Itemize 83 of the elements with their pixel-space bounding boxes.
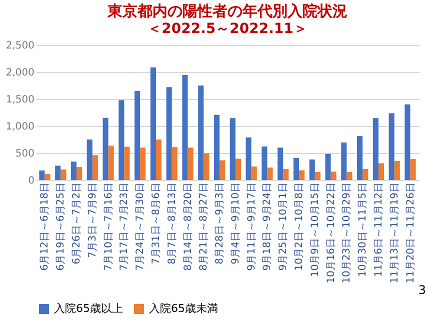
- bar: [188, 148, 194, 180]
- y-tick-label: 0: [28, 176, 34, 186]
- bar: [325, 154, 331, 180]
- x-tick-label: 7月3日～7月9日: [87, 182, 98, 258]
- x-tick-label: 8月14日～8月20日: [182, 182, 194, 271]
- y-tick-label: 1,000: [6, 122, 34, 132]
- bar: [404, 104, 410, 180]
- bar: [230, 118, 236, 180]
- bar: [220, 160, 226, 180]
- bar: [70, 162, 77, 180]
- x-tick-label: 9月18日～9月24日: [262, 182, 274, 271]
- bar: [362, 168, 368, 180]
- bar: [134, 90, 140, 180]
- x-tick-label: 10月23日～10月29日: [342, 182, 353, 284]
- bar: [394, 160, 400, 180]
- bar: [314, 172, 320, 180]
- chart-subtitle: ＜2022.5～2022.11＞: [148, 21, 308, 37]
- bar: [198, 86, 204, 180]
- x-tick-label: 6月26日～7月2日: [72, 182, 83, 264]
- bar: [76, 167, 82, 180]
- bar: [278, 148, 284, 180]
- x-tick-label: 7月24日～7月30日: [135, 182, 146, 271]
- bar: [214, 114, 220, 180]
- x-tick-label: 6月12日～6月18日: [40, 182, 51, 271]
- bar: [92, 155, 98, 180]
- x-tick-label: 10月9日～10月15日: [310, 182, 321, 278]
- bar: [204, 153, 210, 180]
- y-tick-label: 2,000: [6, 68, 34, 78]
- legend-label: 入院65歳未満: [149, 302, 218, 315]
- x-tick-label: 7月10日～7月16日: [103, 182, 114, 271]
- bar: [182, 74, 188, 180]
- x-tick-label: 7月31日～8月6日: [150, 182, 162, 264]
- y-tick-label: 500: [15, 148, 34, 160]
- bar: [86, 140, 92, 180]
- bar: [44, 174, 50, 180]
- x-tick-label: 11月20日～11月26日: [405, 182, 416, 284]
- x-tick-label: 9月11日～9月17日: [246, 182, 258, 271]
- x-tick-label: 10月2日～10月8日: [294, 182, 306, 271]
- bar: [118, 100, 124, 180]
- bar: [140, 148, 146, 180]
- x-tick-label: 7月17日～7月23日: [119, 182, 130, 271]
- bar: [124, 146, 130, 180]
- bar: [378, 163, 384, 180]
- bar: [108, 146, 114, 180]
- x-tick-label: 8月7日～8月13日: [166, 182, 178, 264]
- bar: [293, 158, 300, 180]
- bar: [246, 137, 252, 180]
- chart-title: 東京都内の陽性者の年代別入院状況: [106, 2, 348, 20]
- y-tick-label: 1,500: [6, 94, 34, 106]
- bar: [55, 166, 61, 180]
- bar: [388, 113, 394, 180]
- legend-label: 入院65歳以上: [54, 302, 123, 315]
- bar: [235, 158, 242, 180]
- bar: [166, 87, 172, 180]
- x-tick-label: 6月19日～6月25日: [56, 182, 67, 271]
- bar: [372, 118, 378, 180]
- bar: [283, 168, 289, 180]
- x-tick-label: 9月4日～9月10日: [230, 182, 242, 264]
- bar: [102, 118, 108, 180]
- bar: [267, 168, 273, 180]
- bar: [309, 159, 315, 180]
- bar: [39, 170, 45, 180]
- bar: [262, 146, 268, 180]
- bar: [172, 147, 178, 180]
- text: 3: [418, 283, 426, 297]
- bar: [156, 140, 162, 180]
- bar: [60, 169, 66, 180]
- x-tick-label: 10月30日～11月5日: [358, 182, 369, 278]
- bar: [330, 172, 336, 180]
- bar: [357, 136, 363, 180]
- bar: [341, 142, 347, 180]
- x-tick-label: 11月13日～11月19日: [389, 182, 400, 284]
- bar: [150, 67, 156, 180]
- bar: [346, 172, 352, 180]
- x-tick-label: 8月21日～8月27日: [198, 182, 210, 271]
- bar: [299, 170, 305, 180]
- x-tick-label: 10月16日～10月22日: [326, 182, 337, 284]
- x-tick-label: 8月28日～9月3日: [214, 182, 226, 264]
- bar: [251, 166, 257, 180]
- x-tick-label: 11月6日～11月12日: [373, 182, 384, 278]
- y-tick-label: 2,500: [6, 40, 34, 52]
- x-tick-label: 9月25日～10月1日: [278, 182, 290, 271]
- bar: [410, 158, 416, 180]
